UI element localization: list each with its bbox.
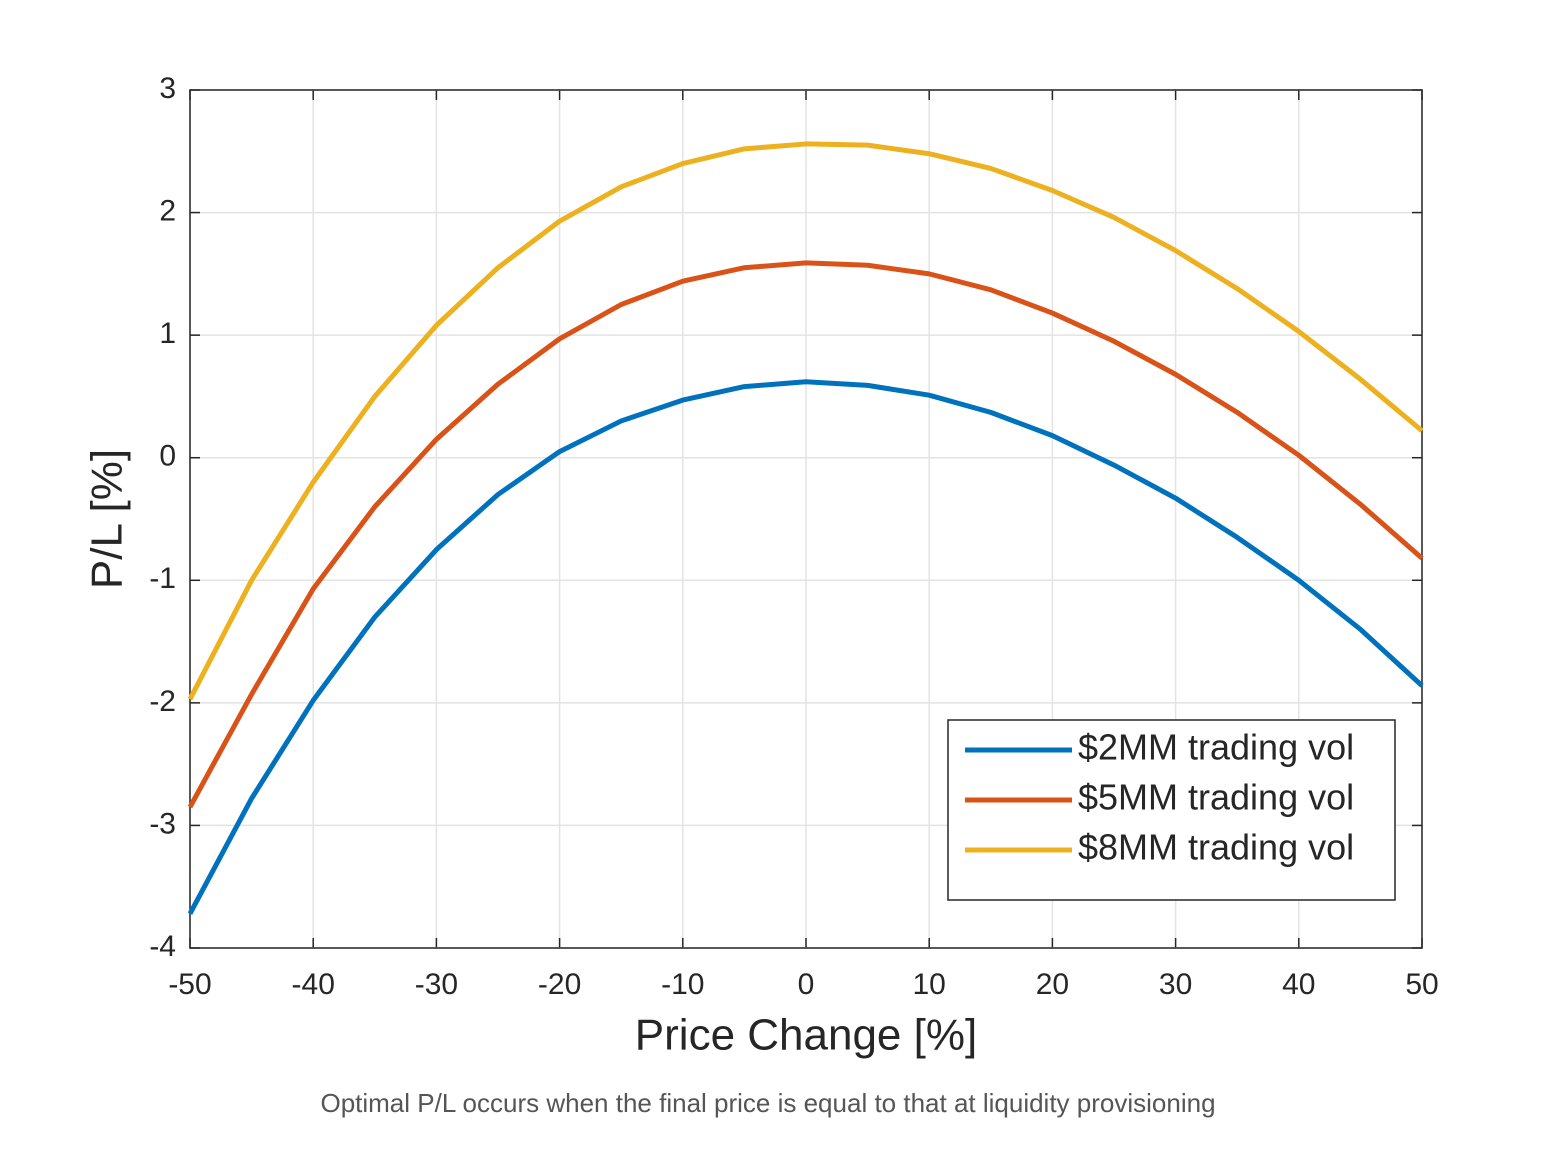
y-tick-label: 1 (159, 317, 176, 350)
legend-label: $2MM trading vol (1078, 727, 1354, 768)
y-tick-label: -3 (149, 807, 176, 840)
y-tick-label: 3 (159, 72, 176, 105)
y-tick-label: -1 (149, 562, 176, 595)
legend: $2MM trading vol $5MM trading vol $8MM tra… (947, 719, 1396, 901)
x-tick-label: 0 (798, 968, 815, 1001)
y-axis-label: P/L [%] (83, 449, 132, 589)
caption: Optimal P/L occurs when the final price … (320, 1088, 1215, 1118)
x-tick-label: 30 (1159, 968, 1192, 1001)
series-line (187, 141, 1424, 701)
y-tick-label: 0 (159, 440, 176, 473)
y-tick-label: -4 (149, 930, 176, 963)
x-tick-label: 40 (1282, 968, 1315, 1001)
x-tick-label: 50 (1405, 968, 1438, 1001)
plot-frame (189, 89, 1423, 949)
x-tick-label: -10 (661, 968, 704, 1001)
y-tick-label: -2 (149, 685, 176, 718)
x-tick-label: -40 (292, 968, 335, 1001)
x-tick-label: 20 (1036, 968, 1069, 1001)
legend-label: $8MM trading vol (1078, 827, 1354, 868)
x-tick-label: -50 (168, 968, 211, 1001)
series-line (187, 379, 1424, 915)
series-line (187, 260, 1424, 809)
x-tick-label: -30 (415, 968, 458, 1001)
x-tick-label: 10 (913, 968, 946, 1001)
y-tick-label: 2 (159, 194, 176, 227)
x-axis-label: Price Change [%] (635, 1011, 977, 1060)
x-tick-label: -20 (538, 968, 581, 1001)
legend-label: $5MM trading vol (1078, 777, 1354, 818)
